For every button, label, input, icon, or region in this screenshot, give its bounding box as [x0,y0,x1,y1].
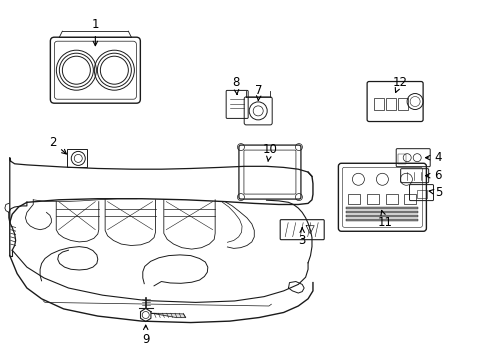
Bar [366,194,378,204]
Bar [397,154,406,164]
Text: 9: 9 [142,325,149,346]
Polygon shape [151,313,185,318]
Bar [346,207,418,209]
Text: 8: 8 [231,76,239,94]
Bar [386,98,395,109]
Bar [346,219,418,221]
Bar [347,194,360,204]
Text: 10: 10 [262,143,277,162]
Text: 11: 11 [377,210,392,229]
Text: 12: 12 [392,76,407,93]
Text: 4: 4 [425,151,441,164]
Bar [404,194,416,204]
Bar [397,98,407,109]
Bar [67,149,87,167]
Bar [416,190,426,198]
Text: 7: 7 [255,84,263,100]
Text: 3: 3 [298,228,305,247]
Text: 1: 1 [91,18,99,46]
Bar [385,194,397,204]
Bar [373,98,384,109]
Bar [346,215,418,217]
Bar [346,211,418,213]
Text: 2: 2 [49,136,66,154]
Text: 5: 5 [428,186,442,199]
Text: 6: 6 [425,169,441,182]
